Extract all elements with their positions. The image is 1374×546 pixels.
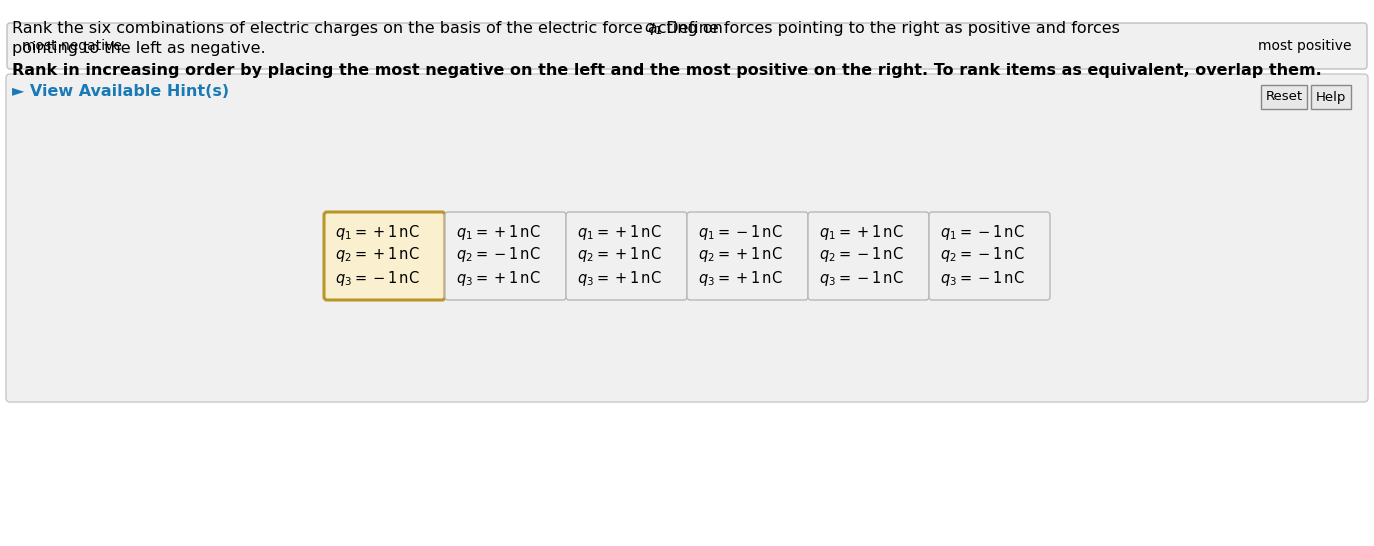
Text: $q_3 = +1\,\mathrm{nC}$: $q_3 = +1\,\mathrm{nC}$ bbox=[698, 269, 783, 288]
Text: $q_3 = -1\,\mathrm{nC}$: $q_3 = -1\,\mathrm{nC}$ bbox=[940, 269, 1025, 288]
Text: $q_1 = +1\,\mathrm{nC}$: $q_1 = +1\,\mathrm{nC}$ bbox=[456, 223, 540, 241]
Text: $q_2 = -1\,\mathrm{nC}$: $q_2 = -1\,\mathrm{nC}$ bbox=[940, 246, 1025, 264]
FancyBboxPatch shape bbox=[1261, 85, 1307, 109]
FancyBboxPatch shape bbox=[324, 212, 445, 300]
Text: $q_2 = -1\,\mathrm{nC}$: $q_2 = -1\,\mathrm{nC}$ bbox=[819, 246, 904, 264]
Text: $q_3 = -1\,\mathrm{nC}$: $q_3 = -1\,\mathrm{nC}$ bbox=[335, 269, 419, 288]
Text: $q_3 = -1\,\mathrm{nC}$: $q_3 = -1\,\mathrm{nC}$ bbox=[819, 269, 904, 288]
FancyBboxPatch shape bbox=[445, 212, 566, 300]
Text: $q_2 = +1\,\mathrm{nC}$: $q_2 = +1\,\mathrm{nC}$ bbox=[577, 246, 662, 264]
Text: Rank in increasing order by placing the most negative on the left and the most p: Rank in increasing order by placing the … bbox=[12, 63, 1322, 78]
Text: $q_1 = -1\,\mathrm{nC}$: $q_1 = -1\,\mathrm{nC}$ bbox=[698, 223, 783, 241]
FancyBboxPatch shape bbox=[1311, 85, 1351, 109]
Text: $q_2 = +1\,\mathrm{nC}$: $q_2 = +1\,\mathrm{nC}$ bbox=[698, 246, 783, 264]
Text: Reset: Reset bbox=[1265, 91, 1303, 104]
Text: pointing to the left as negative.: pointing to the left as negative. bbox=[12, 41, 265, 56]
Text: $q_3 = +1\,\mathrm{nC}$: $q_3 = +1\,\mathrm{nC}$ bbox=[456, 269, 540, 288]
Text: most positive: most positive bbox=[1259, 39, 1352, 53]
Text: most negative: most negative bbox=[22, 39, 122, 53]
Text: $q_3 = +1\,\mathrm{nC}$: $q_3 = +1\,\mathrm{nC}$ bbox=[577, 269, 662, 288]
FancyBboxPatch shape bbox=[7, 23, 1367, 69]
Text: $q_1 = +1\,\mathrm{nC}$: $q_1 = +1\,\mathrm{nC}$ bbox=[335, 223, 419, 241]
Text: ► View Available Hint(s): ► View Available Hint(s) bbox=[12, 84, 229, 99]
Text: $q_1 = -1\,\mathrm{nC}$: $q_1 = -1\,\mathrm{nC}$ bbox=[940, 223, 1025, 241]
Text: . Define forces pointing to the right as positive and forces: . Define forces pointing to the right as… bbox=[657, 21, 1120, 36]
FancyBboxPatch shape bbox=[929, 212, 1050, 300]
Text: Help: Help bbox=[1316, 91, 1347, 104]
Text: $q_1 = +1\,\mathrm{nC}$: $q_1 = +1\,\mathrm{nC}$ bbox=[819, 223, 904, 241]
Text: $q_2 = -1\,\mathrm{nC}$: $q_2 = -1\,\mathrm{nC}$ bbox=[456, 246, 540, 264]
Text: $q_1$: $q_1$ bbox=[644, 21, 662, 37]
FancyBboxPatch shape bbox=[808, 212, 929, 300]
Text: $q_1 = +1\,\mathrm{nC}$: $q_1 = +1\,\mathrm{nC}$ bbox=[577, 223, 662, 241]
FancyBboxPatch shape bbox=[687, 212, 808, 300]
Text: Rank the six combinations of electric charges on the basis of the electric force: Rank the six combinations of electric ch… bbox=[12, 21, 728, 36]
FancyBboxPatch shape bbox=[566, 212, 687, 300]
FancyBboxPatch shape bbox=[5, 74, 1369, 402]
Text: $q_2 = +1\,\mathrm{nC}$: $q_2 = +1\,\mathrm{nC}$ bbox=[335, 246, 419, 264]
